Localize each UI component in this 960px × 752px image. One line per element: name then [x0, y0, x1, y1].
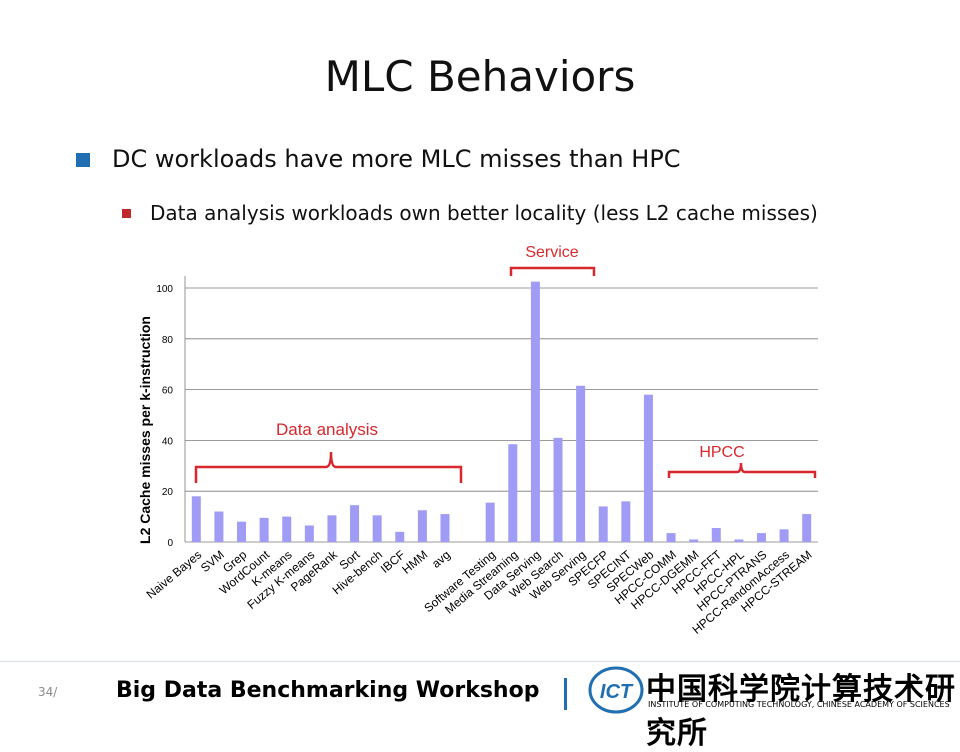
- bar: [530, 281, 540, 542]
- x-tick-label: avg: [429, 548, 453, 571]
- y-tick-label: 60: [162, 386, 174, 397]
- x-tick-label: HMM: [399, 548, 430, 577]
- hpcc-bracket: [667, 462, 817, 478]
- bar: [508, 444, 518, 542]
- bar: [553, 437, 563, 542]
- data-analysis-label: Data analysis: [276, 420, 378, 439]
- bar: [779, 529, 789, 542]
- chart-grid: [184, 276, 818, 543]
- bar: [214, 511, 224, 542]
- y-tick-label: 80: [162, 335, 174, 346]
- bar: [327, 515, 337, 542]
- bar: [666, 533, 676, 542]
- chart-bars: [191, 281, 812, 542]
- footer-title: Big Data Benchmarking Workshop: [116, 678, 540, 703]
- l2-cache-miss-chart: 0 20 40 60 80 100 Naive BayesSVMGrepWordCount…: [137, 244, 818, 637]
- page-number: 34/: [38, 685, 58, 699]
- service-bracket: [509, 266, 596, 276]
- bar: [417, 510, 427, 542]
- data-analysis-bracket: [194, 451, 463, 483]
- x-tick-label: SVM: [198, 548, 227, 575]
- footer-divider: [0, 661, 960, 662]
- bar: [191, 496, 201, 542]
- y-tick-label: 40: [162, 436, 174, 447]
- x-tick-labels: Naive BayesSVMGrepWordCountK-meansFuzzy …: [144, 547, 815, 637]
- bar: [689, 539, 699, 542]
- bar: [621, 501, 631, 542]
- footer-separator: [564, 678, 567, 710]
- bar: [395, 531, 405, 542]
- ict-logo: ICT: [588, 666, 644, 714]
- bar: [734, 539, 744, 542]
- service-label: Service: [525, 244, 578, 261]
- hpcc-label: HPCC: [699, 444, 744, 461]
- bar: [485, 502, 495, 542]
- bar: [598, 506, 608, 542]
- bar: [304, 525, 314, 542]
- bar: [259, 517, 269, 542]
- bullet-level2-text: Data analysis workloads own better local…: [150, 201, 818, 225]
- bullet-square-small-icon: [122, 209, 131, 218]
- bar: [643, 394, 653, 542]
- bar: [440, 514, 450, 542]
- bar: [237, 521, 247, 542]
- y-tick-labels: 0 20 40 60 80 100: [156, 284, 173, 549]
- slide-title: MLC Behaviors: [324, 52, 636, 101]
- bar: [576, 385, 586, 542]
- bar: [350, 505, 360, 542]
- bar: [372, 515, 382, 542]
- institute-name-en: INSTITUTE OF COMPUTING TECHNOLOGY, CHINE…: [648, 700, 950, 709]
- bullet-level1-text: DC workloads have more MLC misses than H…: [112, 145, 681, 173]
- bar: [802, 514, 812, 542]
- x-tick-label: Naive Bayes: [144, 548, 205, 602]
- y-tick-label: 0: [167, 538, 173, 549]
- y-axis-title: L2 Cache misses per k-instruction: [137, 316, 153, 544]
- bar: [282, 516, 292, 542]
- bullet-square-icon: [76, 153, 90, 167]
- y-tick-label: 100: [156, 284, 173, 295]
- bar: [711, 528, 721, 542]
- ict-logo-text: ICT: [600, 681, 634, 703]
- y-tick-label: 20: [162, 487, 174, 498]
- bar: [756, 533, 766, 542]
